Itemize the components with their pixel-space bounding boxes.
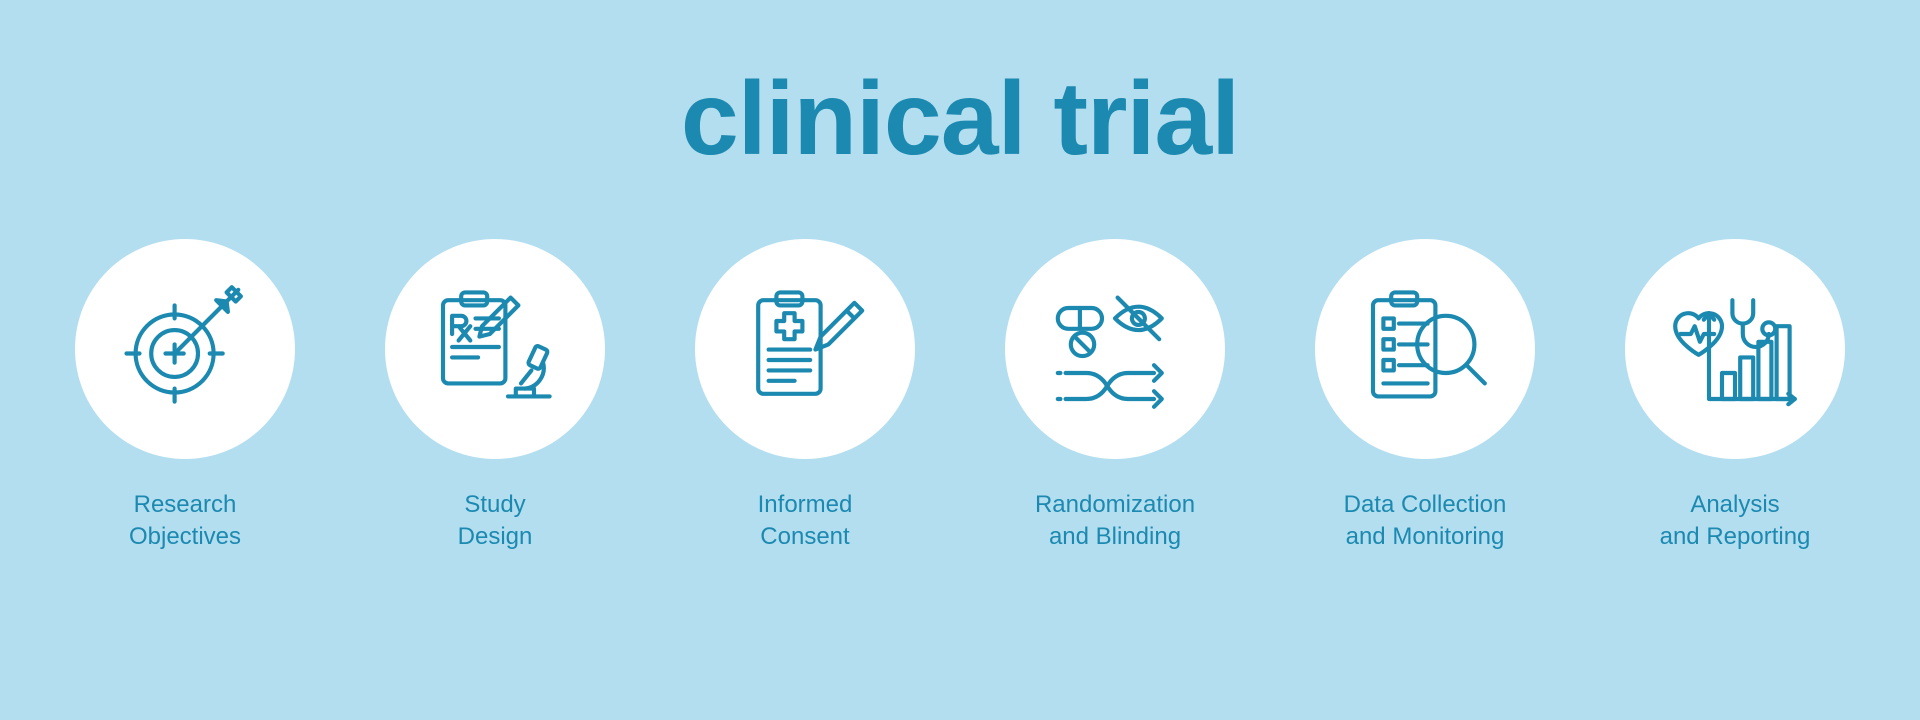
main-title: clinical trial — [681, 60, 1239, 179]
steps-row: Research Objectives — [0, 239, 1920, 554]
rx-clipboard-microscope-icon — [430, 282, 560, 417]
target-cross-arrow-icon — [120, 282, 250, 417]
step-bubble — [1005, 239, 1225, 459]
step-study-design: Study Design — [375, 239, 615, 554]
step-label: Analysis and Reporting — [1660, 489, 1811, 554]
step-research-objectives: Research Objectives — [65, 239, 305, 554]
step-bubble — [1315, 239, 1535, 459]
step-bubble — [75, 239, 295, 459]
heart-barchart-stethoscope-icon — [1670, 282, 1800, 417]
step-label: Research Objectives — [129, 489, 241, 554]
step-label: Randomization and Blinding — [1035, 489, 1195, 554]
step-informed-consent: Informed Consent — [685, 239, 925, 554]
step-label: Data Collection and Monitoring — [1344, 489, 1507, 554]
clipboard-checklist-magnifier-icon — [1360, 282, 1490, 417]
step-label: Study Design — [458, 489, 533, 554]
step-bubble — [695, 239, 915, 459]
clipboard-cross-pencil-icon — [740, 282, 870, 417]
step-bubble — [385, 239, 605, 459]
step-bubble — [1625, 239, 1845, 459]
pills-eye-shuffle-icon — [1050, 282, 1180, 417]
step-label: Informed Consent — [758, 489, 853, 554]
step-randomization-blinding: Randomization and Blinding — [995, 239, 1235, 554]
step-data-collection-monitoring: Data Collection and Monitoring — [1305, 239, 1545, 554]
step-analysis-reporting: Analysis and Reporting — [1615, 239, 1855, 554]
infographic-canvas: clinical trial — [0, 0, 1920, 720]
